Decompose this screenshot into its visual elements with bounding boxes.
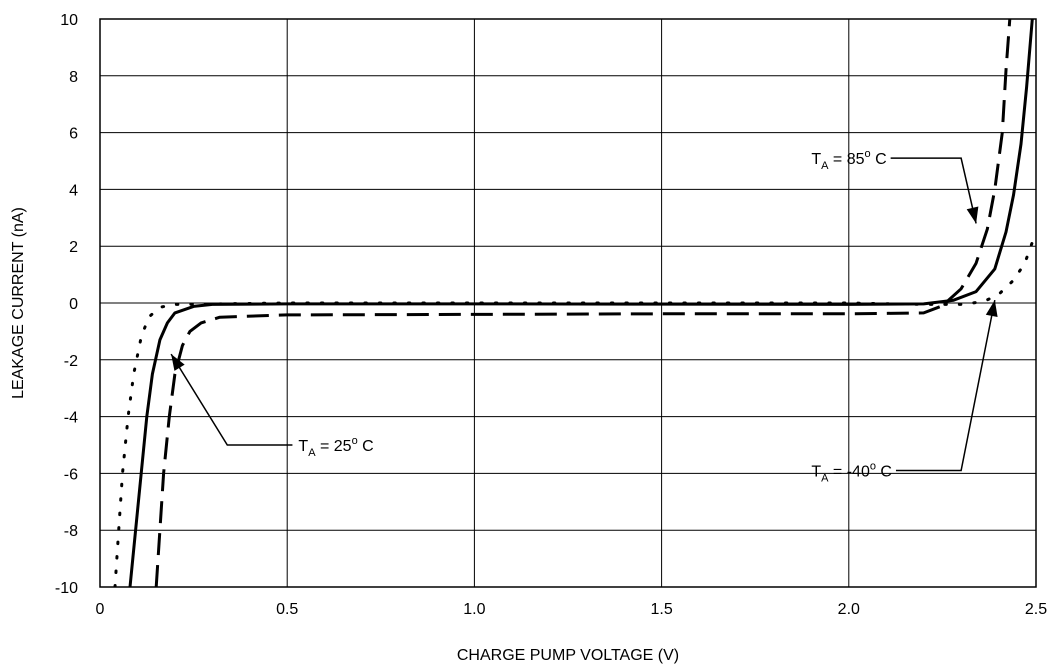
x-tick-label: 1.0 (463, 601, 485, 618)
annotations: TA = 85o C TA = 25o C TA = -40o C (170, 148, 998, 485)
y-tick-label: 0 (69, 296, 78, 313)
x-tick-label: 0 (96, 601, 105, 618)
x-tick-label: 2.0 (838, 601, 860, 618)
x-axis-label: CHARGE PUMP VOLTAGE (V) (457, 647, 679, 664)
series-line-t25 (128, 19, 1034, 587)
annotation-arrowhead (985, 300, 998, 318)
y-tick-label: 8 (69, 69, 78, 86)
y-tick-label: 6 (69, 126, 78, 143)
x-tick-label: 1.5 (650, 601, 672, 618)
series-line-t85 (154, 19, 1012, 587)
annotation-arrowhead (171, 354, 185, 371)
x-tick-labels: 0 0.5 1.0 1.5 2.0 2.5 (96, 601, 1048, 618)
annotation-leader-line (170, 353, 293, 446)
annotation-t25: TA = 25o C (170, 353, 374, 459)
x-tick-label: 0.5 (276, 601, 298, 618)
y-tick-label: -10 (55, 580, 78, 597)
y-axis-label: LEAKAGE CURRENT (nA) (10, 207, 27, 399)
series-line-tm40 (113, 230, 1036, 587)
x-tick-label: 2.5 (1025, 601, 1047, 618)
annotation-tm40: TA = -40o C (811, 300, 998, 485)
annotation-leader-line (895, 300, 996, 472)
annotation-label-tm40: TA = -40o C (811, 461, 892, 485)
y-tick-label: -4 (64, 410, 78, 427)
annotation-label-t25: TA = 25o C (298, 435, 373, 459)
y-tick-label: 10 (60, 12, 78, 29)
y-tick-label: -2 (64, 353, 78, 370)
y-tick-labels: 10 8 6 4 2 0 -2 -4 -6 -8 -10 (55, 12, 78, 597)
y-tick-label: 4 (69, 182, 78, 199)
plot-frame (99, 18, 1037, 588)
annotation-label-t85: TA = 85o C (811, 148, 886, 172)
series-lines (113, 19, 1036, 587)
annotation-t85: TA = 85o C (811, 148, 979, 224)
y-tick-label: -8 (64, 523, 78, 540)
y-tick-label: -6 (64, 466, 78, 483)
annotation-arrowhead (966, 206, 979, 224)
annotation-leader-line (890, 157, 977, 224)
y-tick-label: 2 (69, 239, 78, 256)
